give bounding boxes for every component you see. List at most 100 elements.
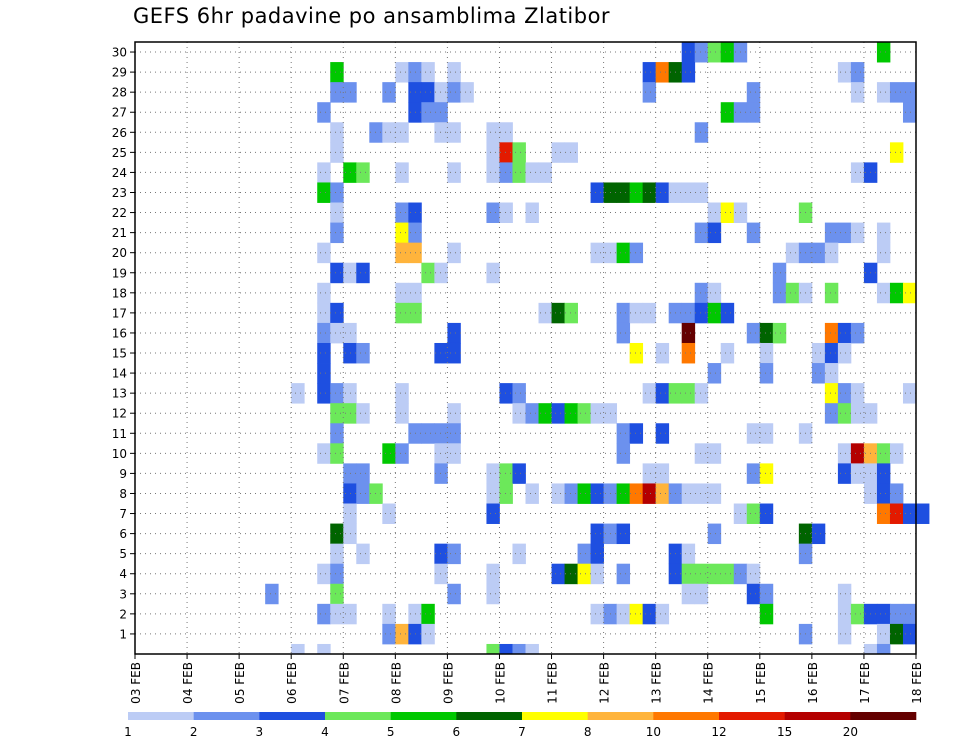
legend-swatch xyxy=(587,712,654,720)
heatmap-cell xyxy=(356,463,370,484)
heatmap-cell xyxy=(421,262,435,284)
heatmap-cell xyxy=(694,222,709,244)
heatmap-cell xyxy=(837,463,852,484)
heatmap-cell xyxy=(746,583,761,605)
heatmap-cell xyxy=(356,483,370,504)
heatmap-cell xyxy=(889,142,904,163)
heatmap-cell xyxy=(395,623,409,645)
heatmap-cell xyxy=(902,623,917,645)
heatmap-cell xyxy=(330,302,344,324)
heatmap-cell xyxy=(356,403,370,424)
heatmap-cell xyxy=(421,82,435,103)
heatmap-cell xyxy=(655,342,670,364)
heatmap-cell xyxy=(902,603,917,625)
heatmap-cell xyxy=(876,42,891,63)
heatmap-cell xyxy=(876,282,891,304)
y-tick-label: 9 xyxy=(119,467,127,481)
heatmap-cell xyxy=(499,463,513,484)
y-tick-label: 25 xyxy=(112,146,127,160)
heatmap-cell xyxy=(746,503,761,524)
heatmap-cell xyxy=(434,443,448,464)
heatmap-cell xyxy=(837,322,852,344)
heatmap-cell xyxy=(525,643,539,655)
heatmap-cell xyxy=(837,583,852,605)
heatmap-cell xyxy=(395,62,409,83)
heatmap-cell xyxy=(447,403,461,424)
heatmap-cell xyxy=(382,603,396,625)
y-tick-label: 14 xyxy=(112,367,127,381)
heatmap-cell xyxy=(902,503,917,524)
x-tick-label: 07 FEB xyxy=(337,662,351,704)
x-tick-label: 04 FEB xyxy=(181,662,195,704)
heatmap-cell xyxy=(590,483,604,504)
heatmap-cell xyxy=(694,42,709,63)
heatmap-cell xyxy=(642,182,657,203)
heatmap-cell xyxy=(876,242,891,264)
heatmap-cell xyxy=(707,563,722,585)
y-tick-label: 30 xyxy=(112,46,127,60)
heatmap-cell xyxy=(382,443,396,464)
heatmap-cell xyxy=(837,623,852,645)
heatmap-cell xyxy=(317,603,331,625)
heatmap-cell xyxy=(499,162,513,183)
y-tick-label: 27 xyxy=(112,106,127,120)
heatmap-cell xyxy=(681,563,696,585)
heatmap-cell xyxy=(616,443,631,464)
y-tick-label: 12 xyxy=(112,407,127,421)
heatmap-cell xyxy=(590,242,604,264)
heatmap-cell xyxy=(317,383,331,404)
heatmap-cell xyxy=(317,282,331,304)
cells-layer xyxy=(265,42,930,655)
heatmap-cell xyxy=(655,423,670,444)
heatmap-cell xyxy=(616,302,631,324)
heatmap-cell xyxy=(564,403,578,424)
heatmap-cell xyxy=(395,282,409,304)
heatmap-cell xyxy=(655,62,670,83)
heatmap-cell xyxy=(681,302,696,324)
heatmap-cell xyxy=(564,302,578,324)
heatmap-cell xyxy=(525,162,539,183)
heatmap-cell xyxy=(850,603,865,625)
heatmap-cell xyxy=(330,583,344,605)
heatmap-cell xyxy=(577,403,591,424)
heatmap-cell xyxy=(382,122,396,143)
heatmap-cell xyxy=(642,62,657,83)
x-tick-label: 17 FEB xyxy=(858,662,872,704)
heatmap-cell xyxy=(616,483,631,504)
heatmap-cell xyxy=(486,583,500,605)
heatmap-cell xyxy=(694,122,709,143)
heatmap-cell xyxy=(824,383,839,404)
heatmap-cell xyxy=(759,583,774,605)
heatmap-cell xyxy=(850,222,865,244)
heatmap-cell xyxy=(434,122,448,143)
heatmap-cell xyxy=(447,122,461,143)
heatmap-cell xyxy=(421,423,435,444)
heatmap-cell xyxy=(655,483,670,504)
legend-label: 5 xyxy=(387,725,395,739)
heatmap-cell xyxy=(486,643,500,655)
legend-swatch xyxy=(128,712,194,720)
heatmap-cell xyxy=(811,523,826,545)
heatmap-cell xyxy=(343,262,357,284)
heatmap-cell xyxy=(434,563,448,585)
heatmap-cell xyxy=(694,443,709,464)
heatmap-cell xyxy=(681,583,696,605)
heatmap-cell xyxy=(499,122,513,143)
heatmap-cell xyxy=(889,82,904,103)
heatmap-cell xyxy=(499,202,513,223)
heatmap-cell xyxy=(460,82,474,103)
heatmap-cell xyxy=(616,182,631,203)
y-tick-label: 26 xyxy=(112,126,127,140)
heatmap-cell xyxy=(434,463,448,484)
heatmap-cell xyxy=(447,322,461,344)
heatmap-cell xyxy=(837,62,852,83)
heatmap-cell xyxy=(486,162,500,183)
heatmap-cell xyxy=(889,282,904,304)
heatmap-cell xyxy=(434,423,448,444)
x-tick-label: 09 FEB xyxy=(441,662,455,704)
heatmap-cell xyxy=(746,322,761,344)
heatmap-cell xyxy=(343,603,357,625)
heatmap-cell xyxy=(434,342,448,364)
heatmap-cell xyxy=(876,503,891,524)
y-tick-label: 22 xyxy=(112,206,127,220)
